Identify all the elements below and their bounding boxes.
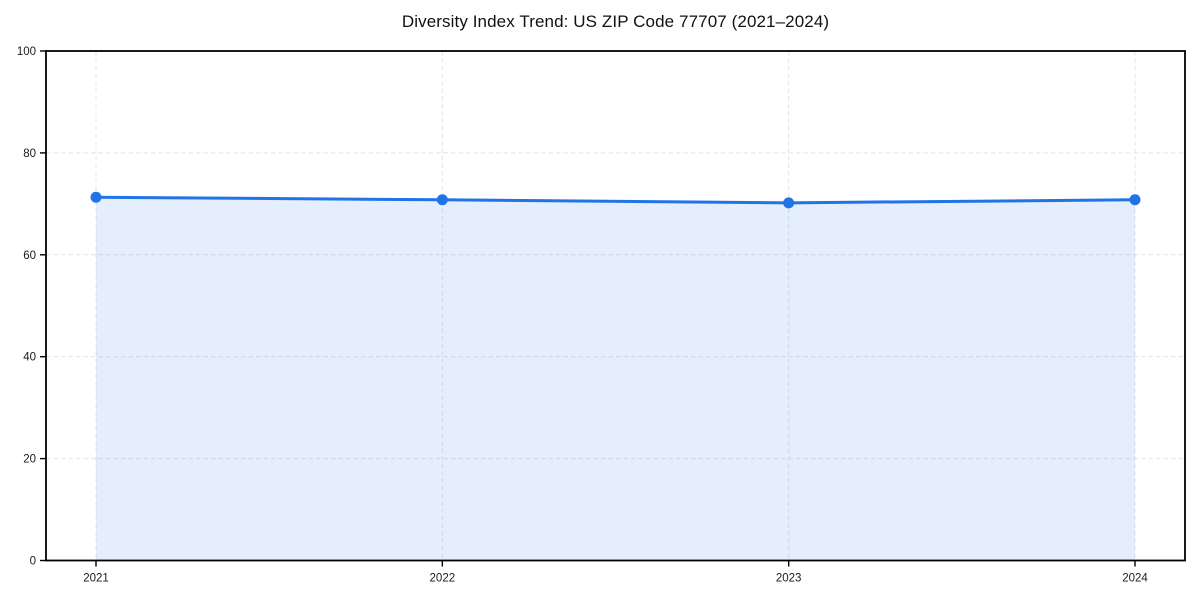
data-line [94, 195, 1137, 205]
plot-border [45, 50, 1186, 562]
y-tick-label: 0 [30, 556, 36, 568]
x-tick-label: 2024 [1122, 573, 1148, 585]
data-point [436, 194, 448, 206]
y-tick-label: 40 [23, 352, 36, 364]
data-point [1129, 194, 1141, 206]
y-tick-label: 80 [23, 148, 36, 160]
chart-title: Diversity Index Trend: US ZIP Code 77707… [401, 12, 830, 31]
y-tick-label: 20 [23, 454, 36, 466]
y-tick-label: 100 [17, 46, 36, 58]
data-point [90, 191, 102, 203]
x-tick-label: 2021 [83, 573, 109, 585]
x-tick-label: 2022 [430, 573, 456, 585]
data-point [783, 197, 795, 209]
y-tick-label: 60 [23, 250, 36, 262]
x-tick-label: 2023 [776, 573, 802, 585]
area-fill [96, 197, 1135, 561]
